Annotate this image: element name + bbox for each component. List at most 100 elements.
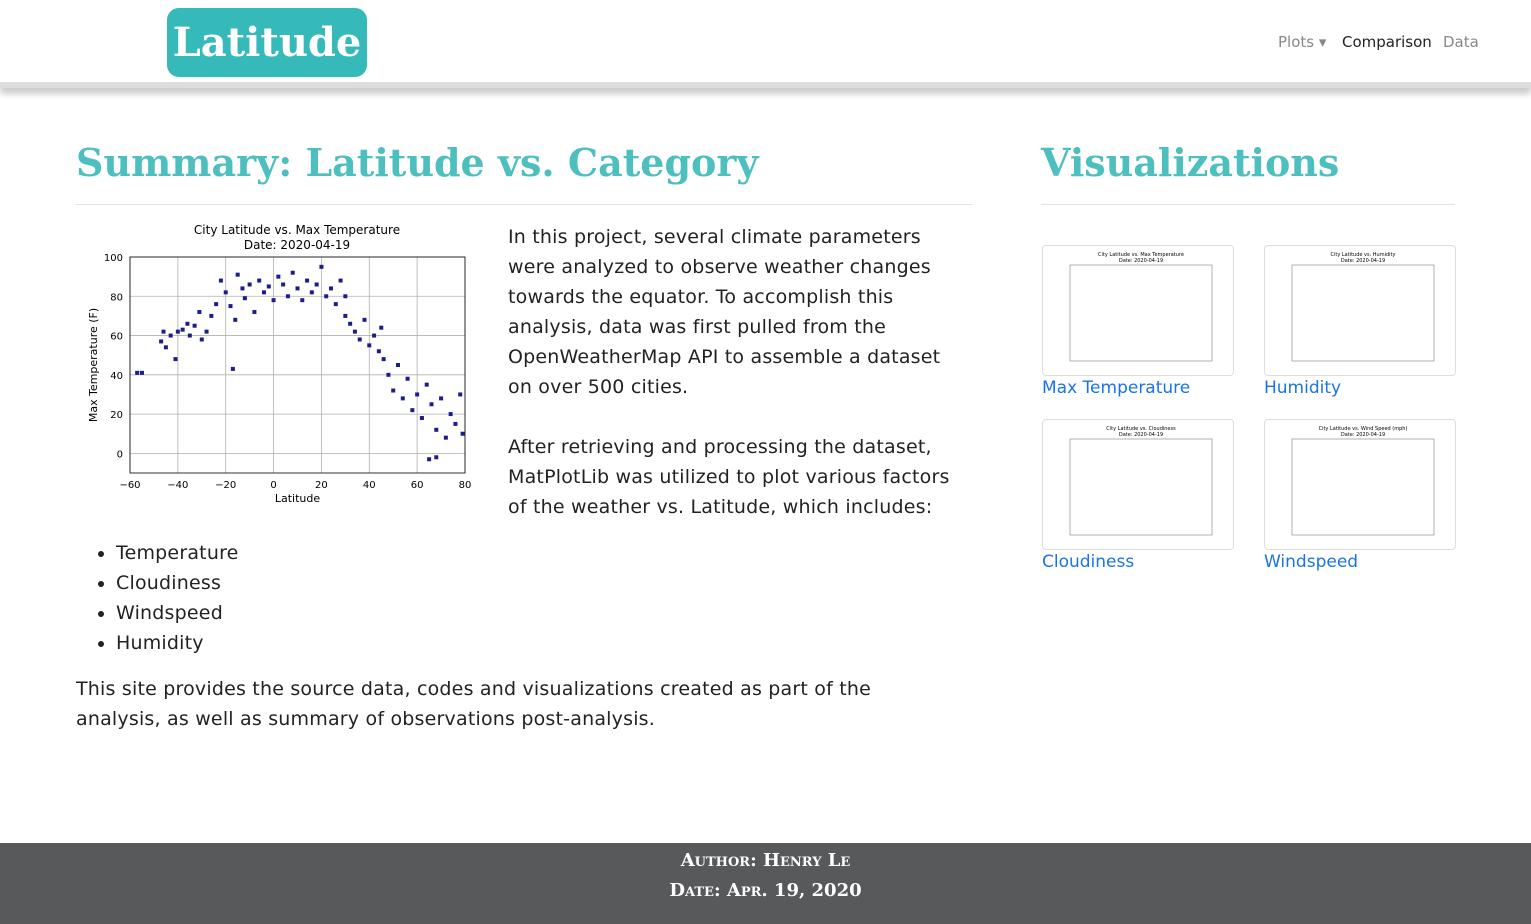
x-axis-label: Latitude <box>275 492 321 505</box>
x-tick-label: 0 <box>270 480 276 491</box>
scatter-point <box>257 278 262 283</box>
scatter-point <box>159 339 164 344</box>
paragraph: In this project, several climate paramet… <box>508 226 941 398</box>
scatter-point <box>187 333 192 338</box>
list: Temperature Cloudiness Windspeed Humidit… <box>76 538 239 658</box>
brand[interactable]: Latitude <box>167 8 367 77</box>
scatter-point <box>204 329 209 334</box>
scatter-point <box>223 290 228 295</box>
scatter-point <box>439 396 444 401</box>
thumbnail[interactable]: City Latitude vs. Max Temperature Date: 2… <box>1042 245 1234 376</box>
scatter-point <box>362 317 367 322</box>
scatter-point <box>168 333 173 338</box>
footer: Author: Henry Le Date: Apr. 19, 2020 <box>0 843 1531 924</box>
thumbnail-caption[interactable]: Cloudiness <box>1042 552 1135 572</box>
y-tick-label: 60 <box>110 332 123 343</box>
scatter-point <box>460 431 465 436</box>
scatter-point <box>424 382 429 387</box>
scatter-point <box>348 321 353 326</box>
thumbnail-frame <box>1069 264 1213 362</box>
nav-link[interactable]: Data <box>1443 33 1479 51</box>
chart-title: City Latitude vs. Max Temperature <box>194 223 400 237</box>
scatter-point <box>443 435 448 440</box>
thumbnail-subtitle: Date: 2020-04-19 <box>1119 258 1163 264</box>
scatter-point <box>319 264 324 269</box>
thumbnail-frame <box>1069 438 1213 536</box>
thumbnail-frame <box>1291 264 1435 362</box>
thumbnail[interactable]: City Latitude vs. Cloudiness Date: 2020-0… <box>1042 419 1234 550</box>
scatter-point <box>379 325 384 330</box>
scatter-point <box>228 304 233 309</box>
y-tick-label: 80 <box>110 292 123 303</box>
scatter-point <box>281 282 286 287</box>
scatter-point <box>434 427 439 432</box>
scatter-point <box>333 302 338 307</box>
scatter-point <box>192 323 197 328</box>
scatter-point <box>352 329 357 334</box>
scatter-point <box>448 412 453 417</box>
scatter-point <box>175 329 180 334</box>
thumbnail-caption[interactable]: Windspeed <box>1264 552 1359 572</box>
scatter-point <box>309 290 314 295</box>
divider <box>76 204 972 205</box>
scatter-point <box>240 286 245 291</box>
scatter-point <box>391 388 396 393</box>
scatter-point <box>415 392 420 397</box>
scatter-point <box>199 337 204 342</box>
scatter-point <box>429 402 434 407</box>
y-tick-label: 0 <box>117 449 123 460</box>
navbar: Latitude Plots ▾ Comparison Data <box>0 0 1531 88</box>
thumbnail-subtitle: Date: 2020-04-19 <box>1341 432 1385 438</box>
nav-link[interactable]: Comparison <box>1342 33 1432 51</box>
nav-dropdown[interactable]: Plots ▾ <box>1278 33 1327 51</box>
scatter-point <box>290 270 295 275</box>
footer-author: Author: Henry Le <box>680 850 851 871</box>
scatter-point <box>427 457 432 462</box>
thumbnail-caption[interactable]: Humidity <box>1264 378 1342 398</box>
scatter-point <box>214 302 219 307</box>
scatter-point <box>233 317 238 322</box>
scatter-point <box>209 313 214 318</box>
x-tick-label: 40 <box>363 480 376 491</box>
scatter-point <box>453 421 458 426</box>
scatter-point <box>285 294 290 299</box>
list-item: Windspeed <box>116 598 239 628</box>
thumbnail-subtitle: Date: 2020-04-19 <box>1341 258 1385 264</box>
thumbnail[interactable]: City Latitude vs. Wind Speed (mph) Date: … <box>1264 419 1456 550</box>
thumbnail-caption[interactable]: Max Temperature <box>1042 378 1191 398</box>
scatter-point <box>314 282 319 287</box>
thumbnail[interactable]: City Latitude vs. Humidity Date: 2020-04-… <box>1264 245 1456 376</box>
scatter-point <box>266 284 271 289</box>
x-tick-label: −20 <box>215 480 236 491</box>
scatter-point <box>386 372 391 377</box>
scatter-point <box>419 416 424 421</box>
scatter-point <box>135 370 140 375</box>
thumbnail-subtitle: Date: 2020-04-19 <box>1119 432 1163 438</box>
scatter-point <box>305 278 310 283</box>
x-tick-label: 80 <box>459 480 472 491</box>
y-axis-label: Max Temperature (F) <box>87 308 100 422</box>
scatter-point <box>376 349 381 354</box>
x-tick-label: −40 <box>167 480 188 491</box>
heading: Visualizations <box>1041 140 1340 185</box>
scatter-point <box>300 298 305 303</box>
scatter-point <box>372 333 377 338</box>
scatter-point <box>235 272 240 277</box>
nav-link[interactable]: Plots <box>1278 33 1315 51</box>
thumbnail-title: City Latitude vs. Max Temperature <box>1098 252 1184 258</box>
plot-frame <box>129 256 466 474</box>
y-tick-label: 100 <box>104 253 123 264</box>
scatter-point <box>329 286 333 291</box>
scatter-point <box>139 370 144 375</box>
x-tick-label: −60 <box>119 480 140 491</box>
scatter-point <box>434 455 439 460</box>
scatter-point <box>405 376 410 381</box>
scatter-point <box>185 321 190 326</box>
y-tick-label: 20 <box>110 410 123 421</box>
scatter-point <box>343 294 348 299</box>
scatter-point <box>173 357 178 362</box>
thumbnail-image: City Latitude vs. Wind Speed (mph)Date: … <box>1291 426 1435 536</box>
